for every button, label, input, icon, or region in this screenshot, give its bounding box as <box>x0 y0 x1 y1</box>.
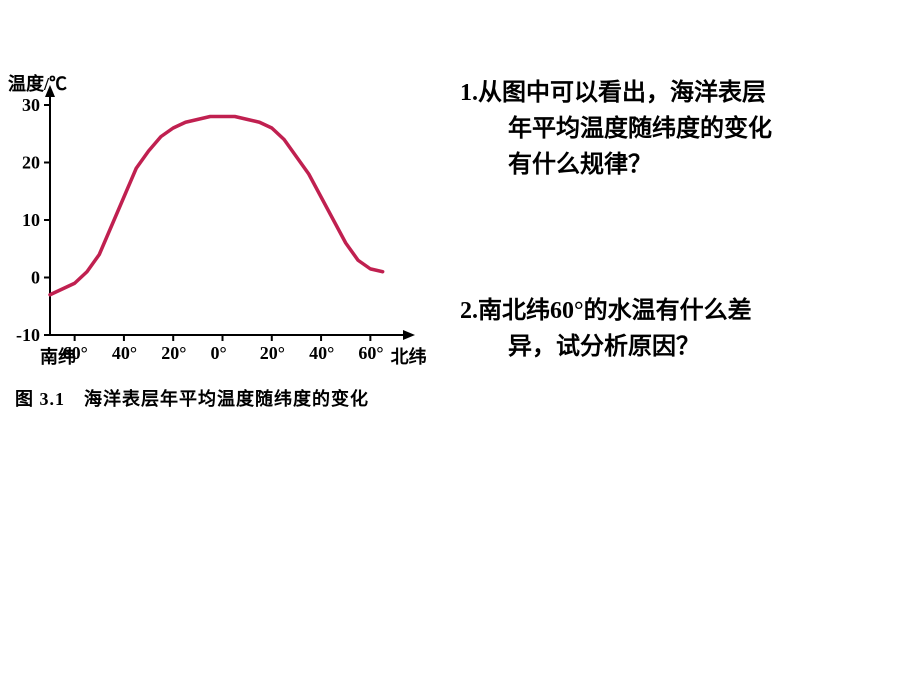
chart-container: 温度/℃ -100102030 南纬60°40°20°0°20°40°60°北纬… <box>0 75 440 365</box>
question-2: 2.南北纬60°的水温有什么差 异，试分析原因？ <box>460 293 900 365</box>
svg-text:10: 10 <box>22 210 40 230</box>
x-tick-label: 北纬 <box>391 343 427 369</box>
x-tick-label: 60° <box>358 343 383 364</box>
svg-text:-10: -10 <box>16 325 40 345</box>
x-tick-label: 20° <box>161 343 186 364</box>
x-tick-label: 60° <box>63 343 88 364</box>
x-tick-label: 40° <box>112 343 137 364</box>
temperature-chart: -10 0 10 20 30 <box>0 75 440 365</box>
svg-text:30: 30 <box>22 95 40 115</box>
svg-text:20: 20 <box>22 153 40 173</box>
y-axis-title: 温度/℃ <box>8 70 67 96</box>
q2-line2: 异，试分析原因？ <box>460 329 900 365</box>
question-1: 1.从图中可以看出，海洋表层 年平均温度随纬度的变化 有什么规律？ <box>460 75 900 183</box>
q1-line1: 1.从图中可以看出，海洋表层 <box>460 80 766 106</box>
q1-line3: 有什么规律？ <box>460 147 900 183</box>
chart-caption: 图 3.1 海洋表层年平均温度随纬度的变化 <box>15 385 369 411</box>
q1-line2: 年平均温度随纬度的变化 <box>460 111 900 147</box>
q2-line1: 2.南北纬60°的水温有什么差 <box>460 298 752 324</box>
x-tick-label: 0° <box>211 343 227 364</box>
x-tick-label: 40° <box>309 343 334 364</box>
questions-panel: 1.从图中可以看出，海洋表层 年平均温度随纬度的变化 有什么规律？ 2.南北纬6… <box>460 75 900 475</box>
x-tick-label: 20° <box>260 343 285 364</box>
svg-text:0: 0 <box>31 268 40 288</box>
